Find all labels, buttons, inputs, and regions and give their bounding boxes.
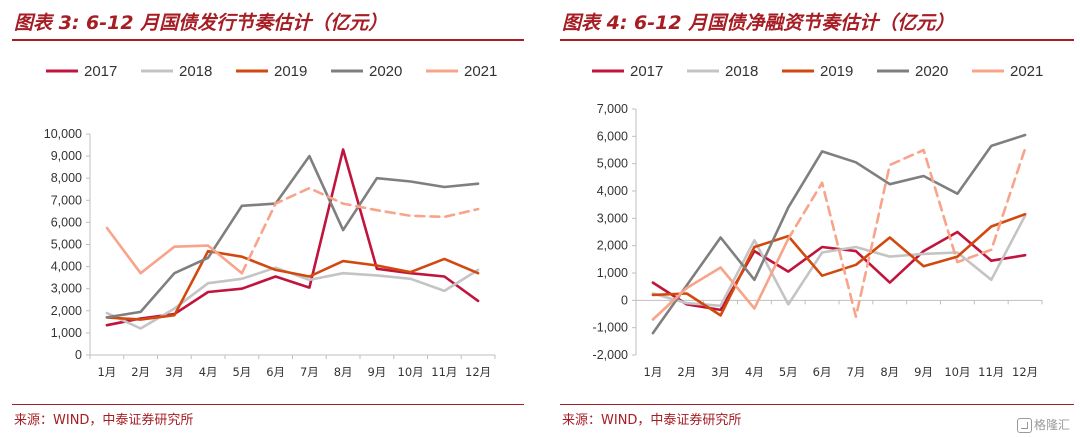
legend-item-2017: 2017 bbox=[592, 63, 663, 80]
legend-label: 2021 bbox=[464, 63, 497, 80]
source-note: 来源：WIND，中泰证券研究所 bbox=[562, 413, 742, 428]
y-tick-label: 0 bbox=[75, 348, 82, 362]
y-tick-label: 9,000 bbox=[51, 149, 82, 163]
series-line-2020 bbox=[651, 133, 1027, 335]
y-tick-label: 1,000 bbox=[51, 326, 82, 340]
series-line-2019 bbox=[651, 212, 1027, 317]
x-tick-label: 5月 bbox=[232, 365, 251, 379]
x-tick-label: 3月 bbox=[711, 365, 730, 379]
y-tick-label: 5,000 bbox=[597, 157, 628, 171]
x-tick-label: 7月 bbox=[847, 365, 866, 379]
chart-panel-net-financing: 图表 4: 6-12 月国债净融资节奏估计（亿元） 2017 2018 2019 20… bbox=[548, 0, 1080, 437]
title-rule bbox=[12, 39, 524, 41]
y-tick-label: 4,000 bbox=[597, 184, 628, 198]
y-tick-label: 3,000 bbox=[51, 282, 82, 296]
x-tick-label: 9月 bbox=[367, 365, 386, 379]
x-tick-label: 1月 bbox=[644, 365, 663, 379]
x-tick-label: 4月 bbox=[199, 365, 218, 379]
y-tick-label: 6,000 bbox=[51, 215, 82, 229]
legend-label: 2017 bbox=[630, 63, 663, 80]
x-tick-label: 7月 bbox=[300, 365, 319, 379]
x-tick-label: 3月 bbox=[165, 365, 184, 379]
x-tick-label: 4月 bbox=[745, 365, 764, 379]
y-tick-label: 3,000 bbox=[597, 211, 628, 225]
legend-label: 2018 bbox=[179, 63, 212, 80]
y-tick-label: 2,000 bbox=[51, 304, 82, 318]
series-line-2020 bbox=[105, 154, 480, 319]
series-line-2021 bbox=[105, 226, 244, 275]
legend-item-2019: 2019 bbox=[236, 63, 307, 80]
x-tick-label: 10月 bbox=[398, 365, 424, 379]
x-tick-label: 6月 bbox=[266, 365, 285, 379]
y-tick-label: 6,000 bbox=[597, 129, 628, 143]
series-line-forecast-dashed bbox=[787, 147, 1027, 319]
x-tick-label: 2月 bbox=[131, 365, 150, 379]
legend-item-2019: 2019 bbox=[782, 63, 853, 80]
legend-label: 2018 bbox=[725, 63, 758, 80]
legend-label: 2021 bbox=[1010, 63, 1043, 80]
legend-item-2018: 2018 bbox=[141, 63, 212, 80]
series-line-2017 bbox=[105, 148, 480, 327]
watermark-logo-icon bbox=[1016, 418, 1032, 433]
chart-title: 图表 3: 6-12 月国债发行节奏估计（亿元） bbox=[14, 12, 388, 34]
series-line-2018 bbox=[105, 266, 480, 330]
y-tick-label: 8,000 bbox=[51, 171, 82, 185]
series-line-forecast-dashed bbox=[240, 186, 480, 275]
x-tick-label: 6月 bbox=[813, 365, 832, 379]
source-rule bbox=[560, 404, 1074, 405]
y-tick-label: -1,000 bbox=[593, 321, 628, 335]
x-tick-label: 8月 bbox=[880, 365, 899, 379]
title-rule bbox=[560, 39, 1074, 41]
source-rule bbox=[12, 404, 524, 405]
legend-item-2020: 2020 bbox=[331, 63, 402, 80]
legend-label: 2019 bbox=[274, 63, 307, 80]
series-line-2021 bbox=[651, 237, 790, 321]
legend-item-2021: 2021 bbox=[426, 63, 497, 80]
legend-label: 2020 bbox=[915, 63, 948, 80]
y-tick-label: 7,000 bbox=[51, 193, 82, 207]
y-tick-label: 4,000 bbox=[51, 260, 82, 274]
chart-panel-issuance: 图表 3: 6-12 月国债发行节奏估计（亿元） 2017 2018 2019 202… bbox=[0, 0, 530, 437]
x-tick-label: 8月 bbox=[334, 365, 353, 379]
legend-label: 2020 bbox=[369, 63, 402, 80]
y-tick-label: 2,000 bbox=[597, 239, 628, 253]
x-tick-label: 1月 bbox=[97, 365, 116, 379]
legend-label: 2019 bbox=[820, 63, 853, 80]
x-tick-label: 9月 bbox=[914, 365, 933, 379]
x-tick-label: 11月 bbox=[978, 365, 1004, 379]
y-tick-label: 10,000 bbox=[44, 127, 82, 141]
x-tick-label: 12月 bbox=[1012, 365, 1038, 379]
watermark-text: 格隆汇 bbox=[1033, 418, 1070, 432]
y-tick-label: 0 bbox=[621, 293, 628, 307]
legend-item-2020: 2020 bbox=[877, 63, 948, 80]
legend-item-2017: 2017 bbox=[46, 63, 117, 80]
legend-item-2021: 2021 bbox=[972, 63, 1043, 80]
legend-item-2018: 2018 bbox=[687, 63, 758, 80]
x-tick-label: 10月 bbox=[944, 365, 970, 379]
legend-label: 2017 bbox=[84, 63, 117, 80]
net-financing-line-chart: 2017 2018 2019 2020 2021 -2,000 -1,000 0 1,000 2,… bbox=[592, 63, 1043, 379]
y-tick-label: -2,000 bbox=[593, 348, 628, 362]
x-tick-label: 2月 bbox=[677, 365, 696, 379]
y-tick-label: 5,000 bbox=[51, 238, 82, 252]
source-note: 来源：WIND，中泰证券研究所 bbox=[14, 413, 194, 428]
y-tick-label: 1,000 bbox=[597, 266, 628, 280]
series-line-2019 bbox=[105, 249, 480, 321]
x-tick-label: 12月 bbox=[465, 365, 491, 379]
x-tick-label: 5月 bbox=[779, 365, 798, 379]
series-line-2018 bbox=[651, 214, 1027, 308]
y-tick-label: 7,000 bbox=[597, 102, 628, 116]
issuance-line-chart: 2017 2018 2019 2020 2021 0 1,000 2,000 3,000 4,00… bbox=[44, 63, 498, 379]
watermark: 格隆汇 bbox=[1016, 416, 1070, 433]
chart-title: 图表 4: 6-12 月国债净融资节奏估计（亿元） bbox=[562, 12, 955, 34]
x-tick-label: 11月 bbox=[431, 365, 457, 379]
